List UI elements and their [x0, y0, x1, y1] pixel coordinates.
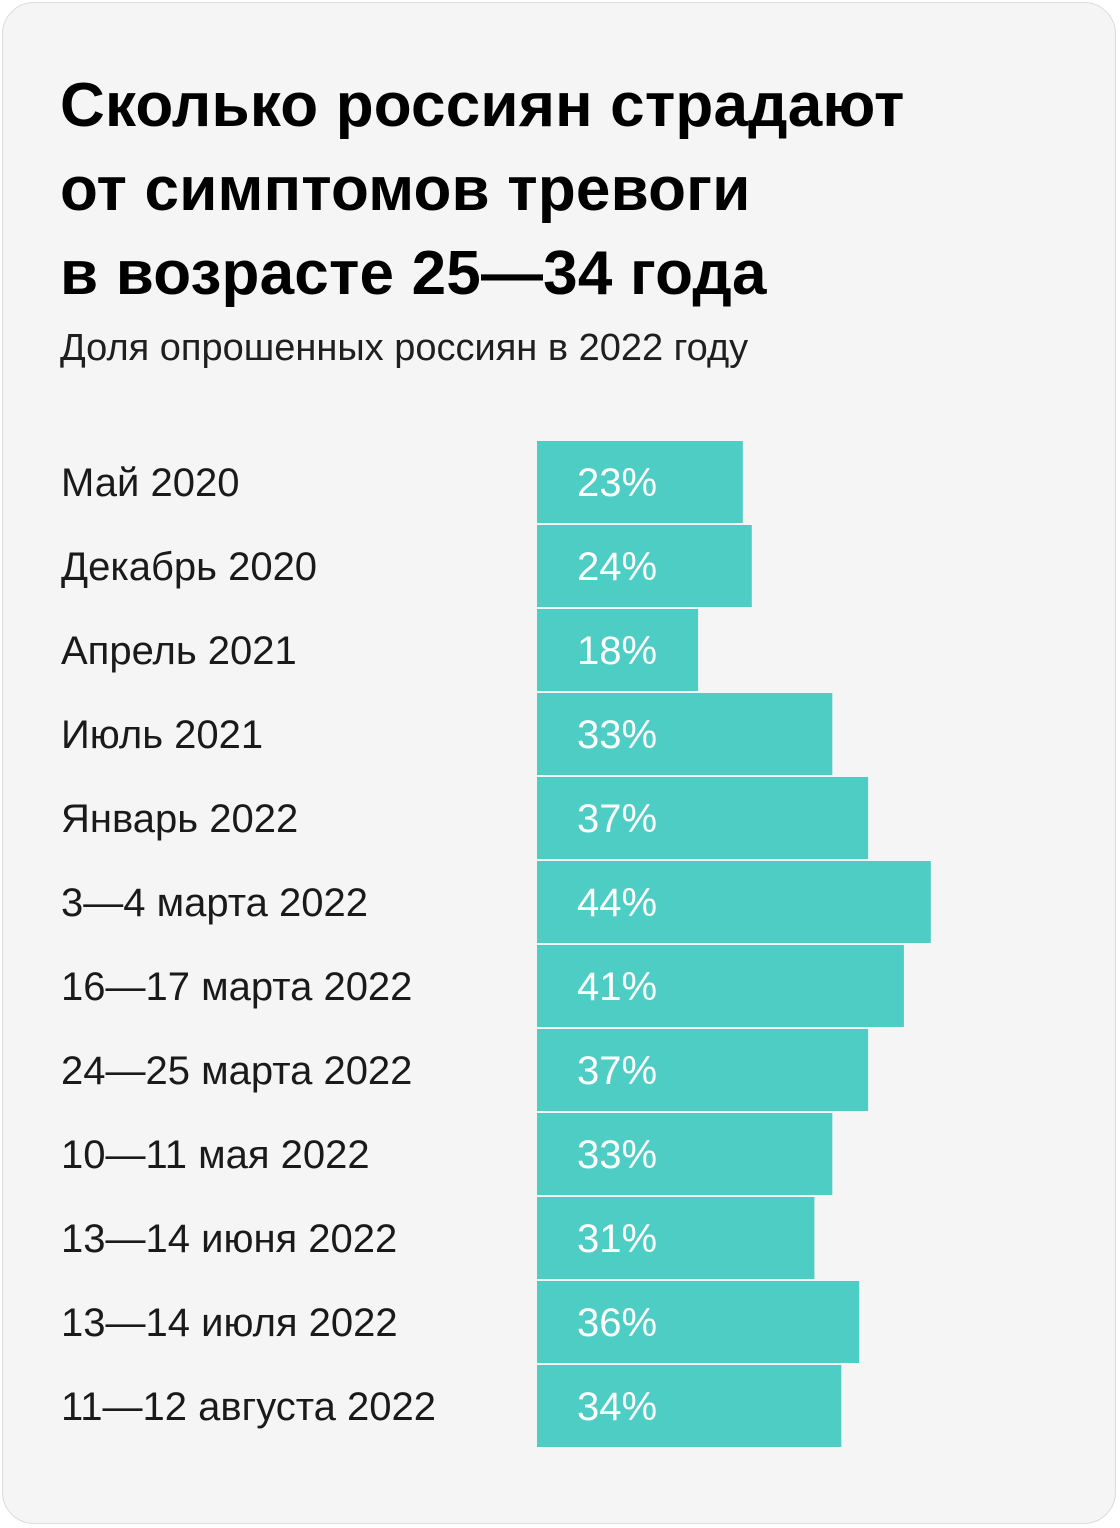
value-label-12: 34%	[577, 1385, 657, 1429]
category-label-3: Апрель 2021	[61, 629, 297, 673]
category-label-1: Май 2020	[61, 461, 239, 505]
value-label-10: 31%	[577, 1217, 657, 1261]
bar-2	[537, 525, 752, 607]
value-label-5: 37%	[577, 797, 657, 841]
chart-title-line-2: от симптомов тревоги	[60, 155, 751, 224]
category-label-9: 10—11 мая 2022	[61, 1133, 370, 1177]
chart-title-line-1: Сколько россиян страдают	[60, 71, 905, 140]
category-label-5: Январь 2022	[61, 797, 298, 841]
category-label-6: 3—4 марта 2022	[61, 881, 368, 925]
bar-12	[537, 1365, 842, 1447]
value-label-11: 36%	[577, 1301, 657, 1345]
bar-9	[537, 1113, 833, 1195]
value-label-1: 23%	[577, 461, 657, 505]
category-label-11: 13—14 июля 2022	[61, 1301, 398, 1345]
value-label-6: 44%	[577, 881, 657, 925]
category-label-2: Декабрь 2020	[61, 545, 317, 589]
bar-6	[537, 861, 931, 943]
value-label-4: 33%	[577, 713, 657, 757]
category-label-8: 24—25 марта 2022	[61, 1049, 412, 1093]
category-label-10: 13—14 июня 2022	[61, 1217, 397, 1261]
category-label-12: 11—12 августа 2022	[61, 1385, 436, 1429]
bar-10	[537, 1197, 815, 1279]
chart-title-line-3: в возрасте 25—34 года	[60, 239, 767, 308]
value-label-7: 41%	[577, 965, 657, 1009]
bar-7	[537, 945, 904, 1027]
value-label-3: 18%	[577, 629, 657, 673]
value-label-9: 33%	[577, 1133, 657, 1177]
bar-8	[537, 1029, 869, 1111]
bar-11	[537, 1281, 860, 1363]
category-label-7: 16—17 марта 2022	[61, 965, 412, 1009]
chart-title: Сколько россиян страдают от симптомов тр…	[60, 64, 1060, 316]
bar-1	[537, 441, 743, 523]
value-label-2: 24%	[577, 545, 657, 589]
chart-subtitle: Доля опрошенных россиян в 2022 году	[60, 327, 749, 369]
bar-3	[537, 609, 699, 691]
value-label-8: 37%	[577, 1049, 657, 1093]
bar-5	[537, 777, 869, 859]
category-label-4: Июль 2021	[61, 713, 263, 757]
bar-4	[537, 693, 833, 775]
